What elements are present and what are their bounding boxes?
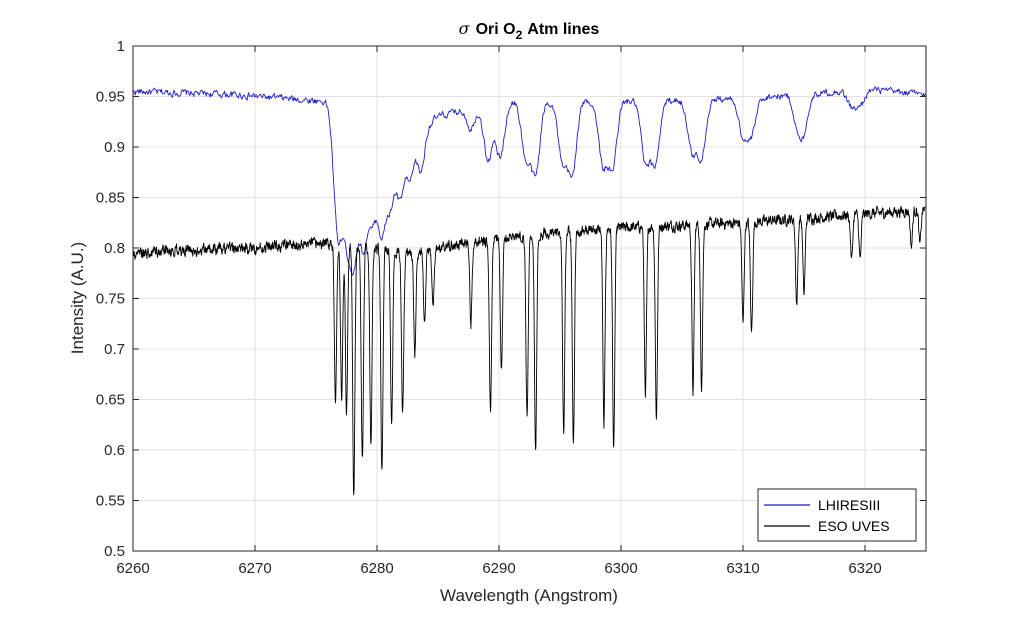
title-sigma: σ xyxy=(459,19,471,38)
x-axis-label: Wavelength (Angstrom) xyxy=(440,586,618,605)
y-tick-label: 0.95 xyxy=(96,89,125,106)
y-tick-label: 0.65 xyxy=(96,392,125,409)
legend: LHIRESIII ESO UVES xyxy=(757,488,917,542)
legend-label-lhiresiii: LHIRESIII xyxy=(818,497,880,513)
y-tick-label: 0.7 xyxy=(104,341,125,358)
title-main: Ori O xyxy=(476,21,516,38)
series-line-eso-uves xyxy=(133,205,926,496)
x-tick-label: 6270 xyxy=(238,560,271,577)
legend-box xyxy=(757,488,917,542)
y-tick-label: 0.9 xyxy=(104,139,125,156)
y-tick-label: 1 xyxy=(117,38,125,55)
series-line-lhiresiii xyxy=(133,86,926,390)
legend-label-eso-uves: ESO UVES xyxy=(818,518,890,534)
y-tick-label: 0.5 xyxy=(104,543,125,560)
series-layer xyxy=(133,86,926,496)
title-subscript: 2 xyxy=(516,28,523,42)
x-tick-label: 6320 xyxy=(848,560,881,577)
x-tick-label: 6290 xyxy=(482,560,515,577)
title-suffix: Atm lines xyxy=(527,21,599,38)
y-tick-label: 0.75 xyxy=(96,291,125,308)
chart-title: σ Ori O2 Atm lines xyxy=(459,19,600,42)
y-axis-label: Intensity (A.U.) xyxy=(68,242,87,354)
y-tick-label: 0.55 xyxy=(96,493,125,510)
y-tick-label: 0.85 xyxy=(96,190,125,207)
x-tick-label: 6260 xyxy=(116,560,149,577)
x-tick-label: 6310 xyxy=(726,560,759,577)
y-tick-label: 0.8 xyxy=(104,240,125,257)
y-tick-label: 0.6 xyxy=(104,442,125,459)
x-tick-label: 6300 xyxy=(604,560,637,577)
x-tick-label: 6280 xyxy=(360,560,393,577)
tick-labels: 6260 6270 6280 6290 6300 6310 6320 0.5 0.55 0.6 0.… xyxy=(96,38,882,577)
ticks xyxy=(132,45,926,552)
